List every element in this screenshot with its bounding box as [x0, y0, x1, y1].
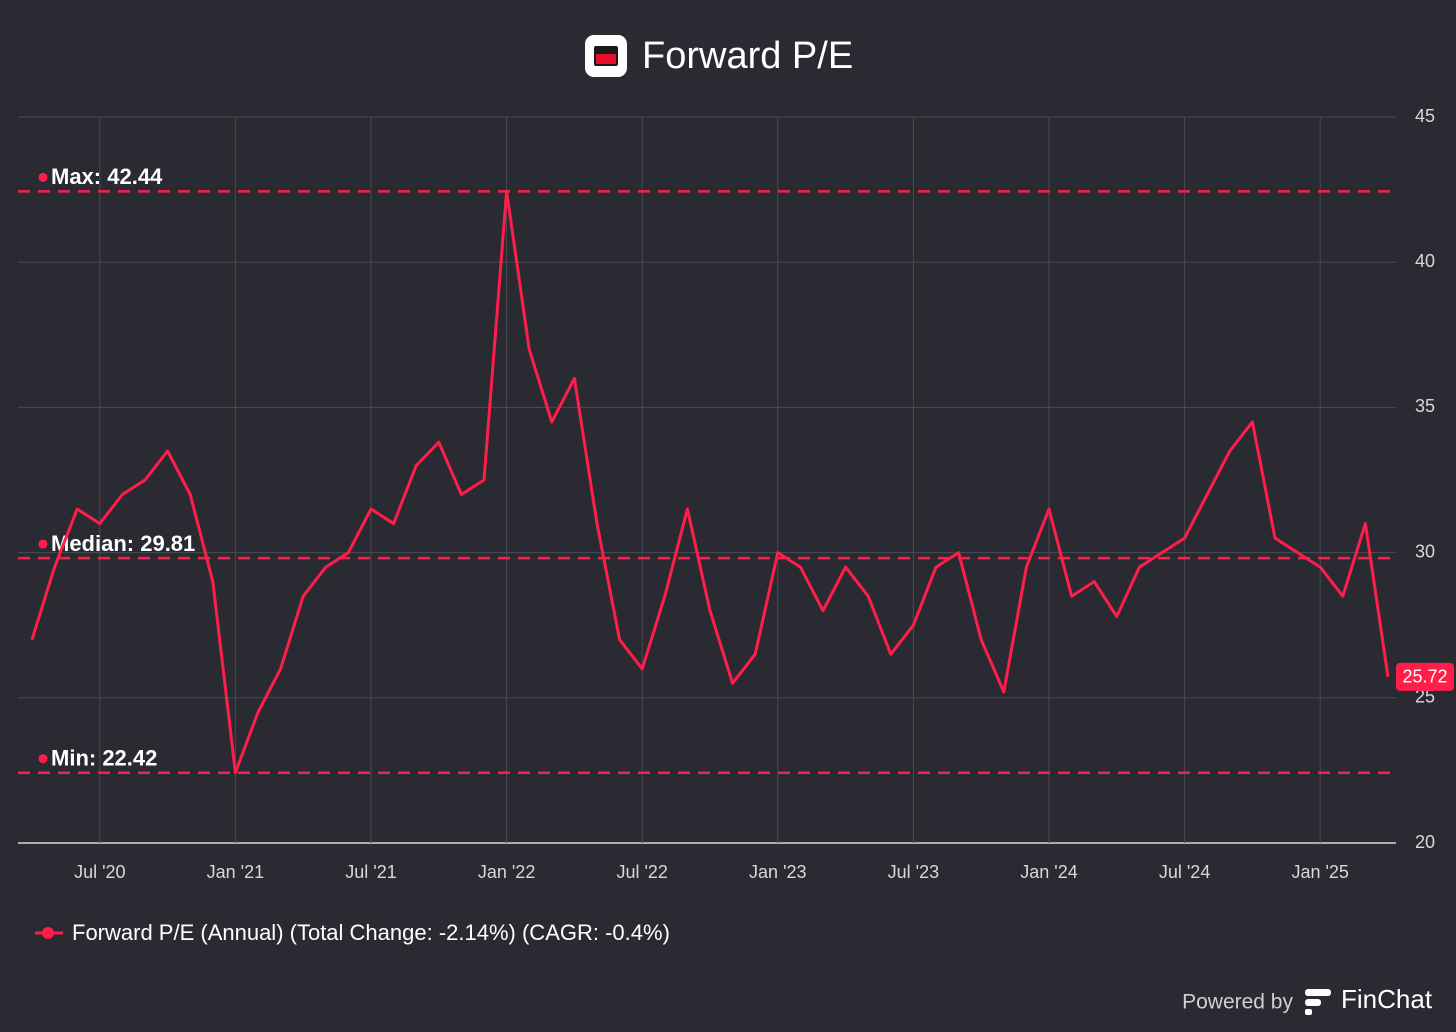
- y-tick-label: 25: [1415, 687, 1435, 707]
- x-tick-label: Jan '24: [1020, 862, 1077, 882]
- reference-label: Min: 22.42: [51, 746, 157, 771]
- x-tick-label: Jul '21: [345, 862, 396, 882]
- x-tick-label: Jul '24: [1159, 862, 1210, 882]
- y-tick-label: 40: [1415, 251, 1435, 271]
- reference-dot: [38, 172, 48, 182]
- brand-logo: [1305, 1009, 1312, 1015]
- powered-by: Powered by: [1182, 991, 1293, 1014]
- reference-dot: [38, 754, 48, 764]
- brand-logo: [1305, 989, 1331, 996]
- x-tick-label: Jul '22: [616, 862, 667, 882]
- legend-dot: [42, 927, 54, 939]
- legend-label: Forward P/E (Annual) (Total Change: -2.1…: [72, 920, 670, 945]
- x-tick-label: Jul '23: [888, 862, 939, 882]
- y-tick-label: 45: [1415, 106, 1435, 126]
- brand: FinChat: [1341, 984, 1433, 1014]
- reference-dot: [38, 539, 48, 549]
- y-tick-label: 20: [1415, 832, 1435, 852]
- last-value-label: 25.72: [1402, 667, 1447, 687]
- x-tick-label: Jan '25: [1291, 862, 1348, 882]
- x-tick-label: Jan '21: [207, 862, 264, 882]
- reference-label: Max: 42.44: [51, 164, 163, 189]
- data-line: [30, 189, 1390, 775]
- y-tick-label: 30: [1415, 541, 1435, 561]
- x-tick-label: Jul '20: [74, 862, 125, 882]
- x-tick-label: Jan '22: [478, 862, 535, 882]
- brand-logo: [1305, 999, 1321, 1006]
- reference-label: Median: 29.81: [51, 531, 195, 556]
- title-icon-red: [596, 54, 616, 64]
- chart-title: Forward P/E: [642, 35, 853, 77]
- y-tick-label: 35: [1415, 396, 1435, 416]
- x-tick-label: Jan '23: [749, 862, 806, 882]
- last-value-tag: [1396, 662, 1454, 691]
